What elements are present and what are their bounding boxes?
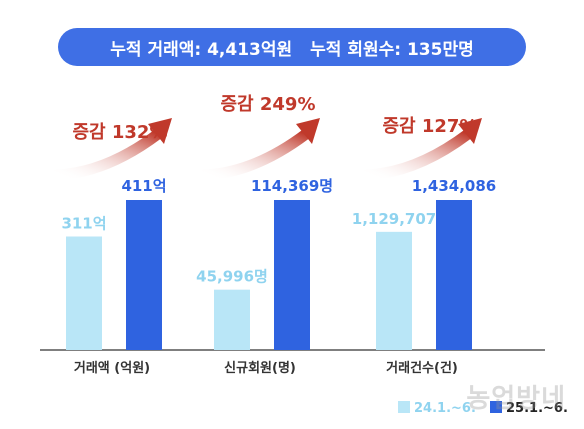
legend-swatch-curr bbox=[490, 401, 502, 413]
growth-arrow-1 bbox=[198, 128, 312, 181]
summary-banner: 누적 거래액: 4,413억원 누적 회원수: 135만명 bbox=[58, 28, 526, 66]
legend-label-prev: 24.1.~6. bbox=[414, 401, 476, 416]
value-label-2-prev: 1,129,707 bbox=[352, 210, 436, 228]
value-label-1-prev: 45,996명 bbox=[196, 268, 268, 286]
legend-label-curr: 25.1.~6. bbox=[506, 401, 568, 416]
bar-2-prev bbox=[376, 231, 412, 350]
category-label-0: 거래액 (억원) bbox=[74, 361, 150, 376]
growth-arrowhead-1 bbox=[296, 118, 320, 144]
growth-label-0: 증감 132% bbox=[73, 122, 168, 143]
growth-arrow-0 bbox=[50, 128, 164, 181]
cumulative-sales-text: 누적 거래액: 4,413억원 bbox=[110, 39, 293, 60]
growth-arrow-2 bbox=[360, 128, 474, 181]
growth-arrowhead-0 bbox=[148, 118, 172, 144]
growth-label-2: 증감 127% bbox=[383, 116, 478, 137]
bar-0-curr bbox=[126, 200, 162, 350]
value-label-1-curr: 114,369명 bbox=[251, 177, 333, 195]
bar-1-curr bbox=[274, 200, 310, 350]
value-label-2-curr: 1,434,086 bbox=[412, 177, 496, 195]
value-label-0-prev: 311억 bbox=[61, 214, 106, 232]
bar-2-curr bbox=[436, 200, 472, 350]
growth-arrowhead-2 bbox=[458, 118, 482, 144]
value-label-0-curr: 411억 bbox=[121, 177, 166, 195]
growth-label-1: 증감 249% bbox=[221, 94, 316, 115]
category-label-1: 신규회원(명) bbox=[224, 360, 296, 376]
legend-swatch-prev bbox=[398, 401, 410, 413]
watermark: 농업방네 bbox=[466, 384, 566, 414]
bar-0-prev bbox=[66, 236, 102, 350]
cumulative-members-text: 누적 회원수: 135만명 bbox=[310, 39, 474, 60]
category-label-2: 거래건수(건) bbox=[386, 360, 458, 376]
bar-1-prev bbox=[214, 289, 250, 350]
